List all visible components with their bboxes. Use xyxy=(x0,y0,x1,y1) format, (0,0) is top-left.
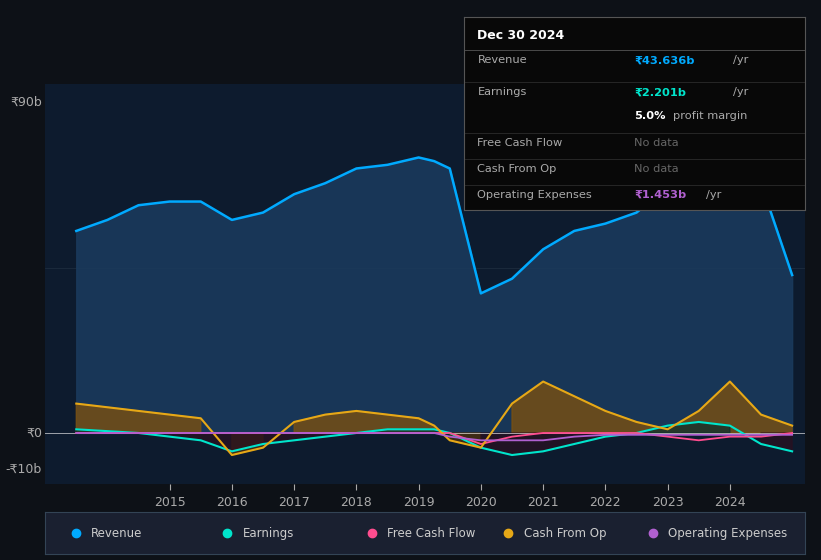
Text: Dec 30 2024: Dec 30 2024 xyxy=(478,29,565,43)
Text: No data: No data xyxy=(635,164,679,174)
Text: Operating Expenses: Operating Expenses xyxy=(668,527,787,540)
Text: Revenue: Revenue xyxy=(478,55,527,66)
Text: 5.0%: 5.0% xyxy=(635,110,666,120)
Text: ₹0: ₹0 xyxy=(26,427,42,440)
Text: ₹1.453b: ₹1.453b xyxy=(635,190,686,200)
Text: ₹90b: ₹90b xyxy=(11,96,42,109)
Text: /yr: /yr xyxy=(733,87,749,97)
Text: Cash From Op: Cash From Op xyxy=(524,527,606,540)
Text: Earnings: Earnings xyxy=(243,527,294,540)
Text: ₹43.636b: ₹43.636b xyxy=(635,55,695,66)
Text: Earnings: Earnings xyxy=(478,87,527,97)
Text: Revenue: Revenue xyxy=(91,527,142,540)
Text: profit margin: profit margin xyxy=(673,110,748,120)
Text: Free Cash Flow: Free Cash Flow xyxy=(387,527,475,540)
Text: /yr: /yr xyxy=(706,190,721,200)
Text: /yr: /yr xyxy=(733,55,749,66)
Text: ₹2.201b: ₹2.201b xyxy=(635,87,686,97)
Text: No data: No data xyxy=(635,138,679,147)
Text: Free Cash Flow: Free Cash Flow xyxy=(478,138,562,147)
Text: Cash From Op: Cash From Op xyxy=(478,164,557,174)
Text: Operating Expenses: Operating Expenses xyxy=(478,190,592,200)
Text: -₹10b: -₹10b xyxy=(6,463,42,476)
